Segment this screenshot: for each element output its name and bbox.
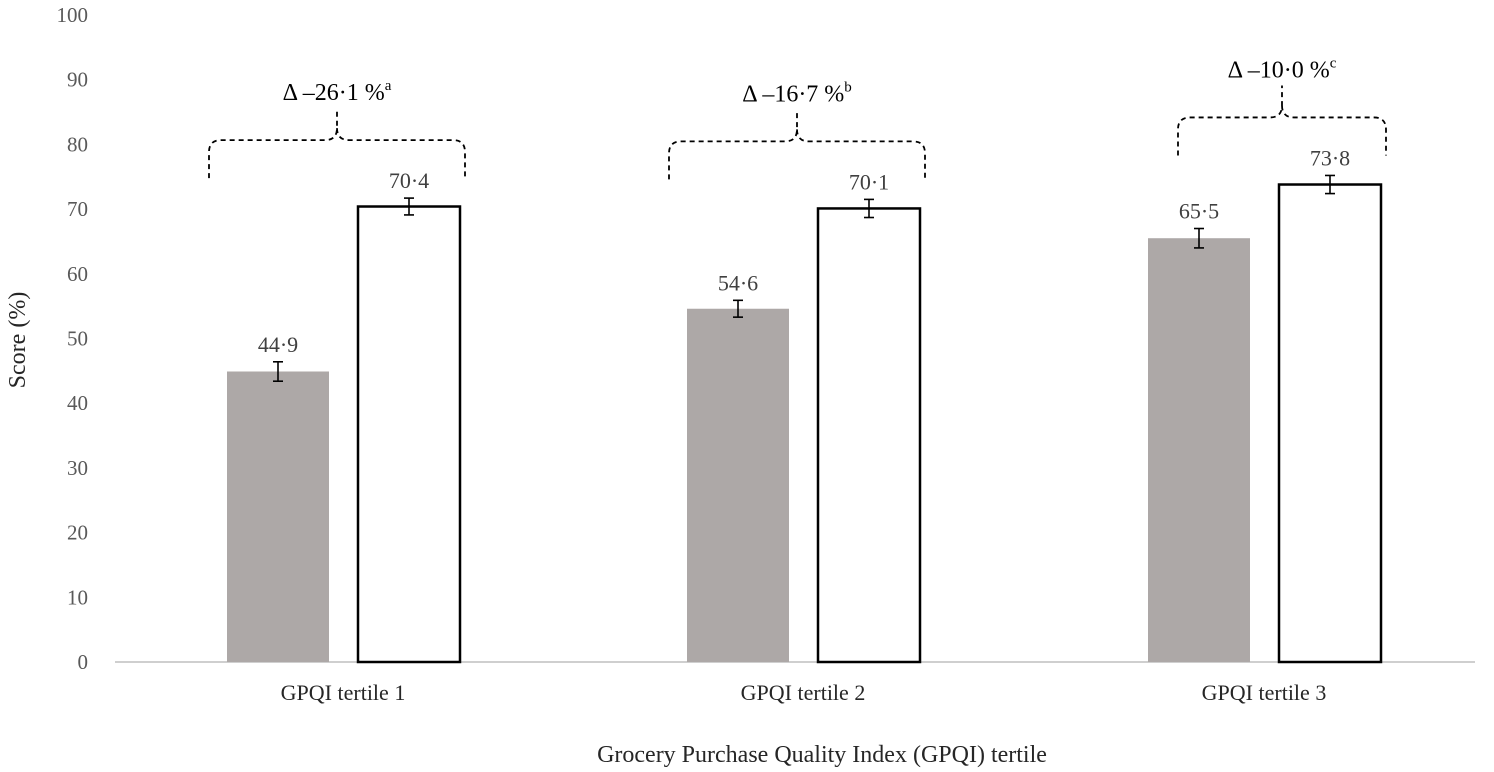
category-labels: GPQI tertile 1 GPQI tertile 2 GPQI tertile…: [281, 680, 1327, 705]
error-bars: [273, 174, 1335, 383]
bar: [687, 308, 789, 662]
bar: [1277, 183, 1383, 664]
data-labels: 44·9 54·6 65·5 70·4 70·1 73·8: [258, 145, 1350, 356]
y-tick-label: 10: [67, 585, 88, 609]
bars: [227, 183, 1383, 664]
bracket: [668, 109, 926, 180]
bracket: [1177, 85, 1387, 156]
bracket: [208, 108, 466, 179]
category-label: GPQI tertile 3: [1202, 680, 1327, 705]
y-tick-label: 100: [57, 3, 89, 27]
y-tick-label: 0: [78, 650, 89, 674]
delta-annotation: Δ –26·1 %a: [283, 78, 392, 106]
y-tick-label: 60: [67, 262, 88, 286]
y-tick-label: 40: [67, 391, 88, 415]
y-tick-label: 70: [67, 197, 88, 221]
y-axis-ticks: 0 10 20 30 40 50 60 70 80 90 100: [57, 3, 89, 674]
bar: [1148, 238, 1250, 662]
data-label: 70·1: [849, 169, 889, 194]
y-tick-label: 50: [67, 327, 88, 351]
y-tick-label: 90: [67, 68, 88, 92]
data-label: 70·4: [389, 168, 429, 193]
data-label: 54·6: [718, 270, 758, 295]
category-label: GPQI tertile 1: [281, 680, 406, 705]
data-label: 65·5: [1179, 199, 1219, 224]
bar: [816, 207, 922, 664]
difference-brackets: Δ –26·1 %a Δ –16·7 %b Δ –10·0 %c: [208, 55, 1387, 180]
y-axis-title: Score (%): [5, 292, 31, 389]
bar: [227, 371, 329, 662]
x-axis-title: Grocery Purchase Quality Index (GPQI) te…: [597, 742, 1047, 768]
y-tick-label: 20: [67, 521, 88, 545]
y-tick-label: 80: [67, 132, 88, 156]
bar: [356, 205, 462, 664]
y-tick-label: 30: [67, 456, 88, 480]
delta-annotation: Δ –10·0 %c: [1228, 55, 1337, 83]
data-label: 73·8: [1310, 145, 1350, 170]
category-label: GPQI tertile 2: [741, 680, 866, 705]
delta-annotation: Δ –16·7 %b: [742, 79, 852, 107]
data-label: 44·9: [258, 332, 298, 357]
